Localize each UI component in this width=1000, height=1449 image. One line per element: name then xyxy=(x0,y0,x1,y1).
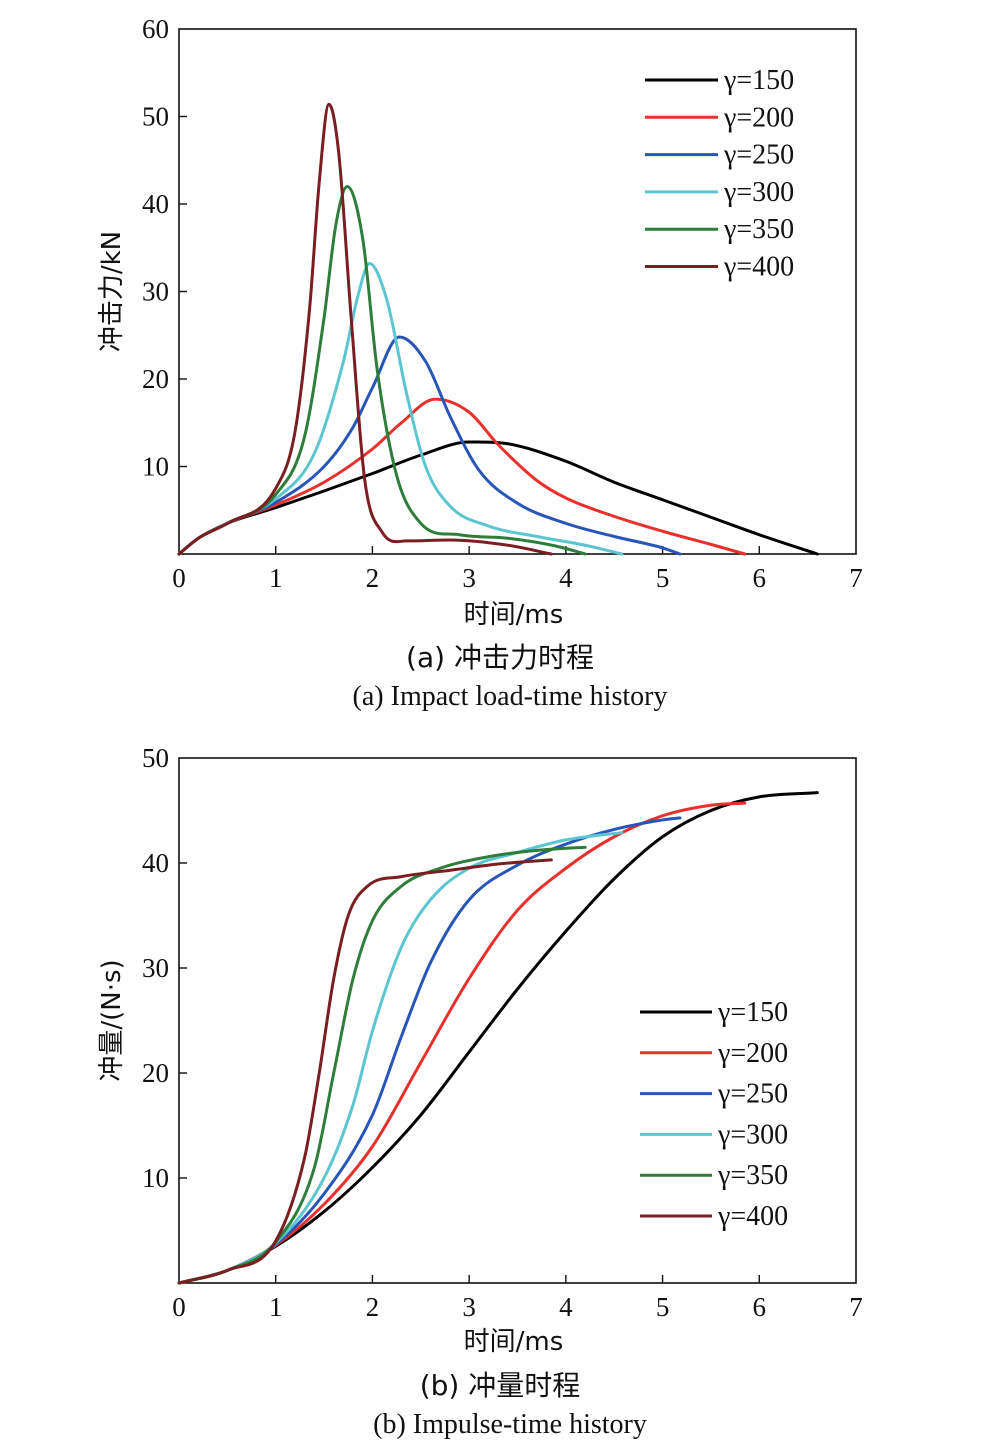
legend-label: γ=250 xyxy=(717,1079,788,1110)
y-tick-label: 40 xyxy=(142,189,169,219)
y-axis-label: 冲击力/kN xyxy=(97,231,127,352)
y-tick-label: 50 xyxy=(142,102,169,132)
x-tick-label: 4 xyxy=(559,1292,573,1322)
y-tick-label: 60 xyxy=(142,14,169,44)
y-tick-label: 30 xyxy=(142,953,169,983)
x-tick-label: 7 xyxy=(849,563,863,593)
x-tick-label: 2 xyxy=(366,1292,380,1322)
series-line-gamma-300 xyxy=(177,262,624,556)
x-tick-label: 7 xyxy=(849,1292,863,1322)
series-line-gamma-200 xyxy=(177,801,747,1285)
x-tick-label: 6 xyxy=(753,1292,767,1322)
series-line-gamma-400 xyxy=(177,858,553,1285)
legend-label: γ=200 xyxy=(717,1038,788,1069)
chart-panel-b: 0 1 2 3 4 5 6 71020304050γ=150γ=200γ=250γ=300γ=… xyxy=(97,743,863,1440)
legend-label: γ=150 xyxy=(723,65,794,96)
legend-label: γ=150 xyxy=(717,997,788,1028)
y-tick-label: 20 xyxy=(142,364,169,394)
series-line-gamma-250 xyxy=(177,335,682,556)
figure-caption-cn: (b) 冲量时程 xyxy=(420,1369,581,1402)
y-tick-label: 20 xyxy=(142,1058,169,1088)
series-line-gamma-400 xyxy=(177,102,553,556)
series-line-gamma-200 xyxy=(177,397,747,556)
x-tick-label: 0 xyxy=(172,1292,186,1322)
y-tick-label: 50 xyxy=(142,743,169,773)
y-tick-label: 40 xyxy=(142,848,169,878)
series-line-gamma-300 xyxy=(177,831,624,1285)
figure-caption-en: (a) Impact load-time history xyxy=(353,681,668,712)
figure-caption-cn: (a) 冲击力时程 xyxy=(406,641,594,674)
x-tick-label: 6 xyxy=(753,563,767,593)
series-line-gamma-150 xyxy=(177,791,819,1285)
legend: γ=150 γ=200 γ=250 γ=300 γ=350 γ=400 xyxy=(645,65,794,283)
x-tick-label: 3 xyxy=(462,1292,476,1322)
legend-label: γ=300 xyxy=(717,1119,788,1150)
legend-label: γ=400 xyxy=(717,1201,788,1232)
x-axis-label: 时间/ms xyxy=(464,1327,564,1357)
chart-panel-a: 0 1 2 3 4 5 6 7 10 20 30 40 50 60 γ=150 γ=200 γ=250 γ=300… xyxy=(97,14,863,712)
x-tick-label: 3 xyxy=(462,563,476,593)
y-tick-label: 10 xyxy=(142,452,169,482)
x-tick-label: 5 xyxy=(656,1292,670,1322)
y-tick-label: 10 xyxy=(142,1163,169,1193)
legend-label: γ=350 xyxy=(723,214,794,245)
series-line-gamma-350 xyxy=(177,185,587,556)
legend-label: γ=200 xyxy=(723,102,794,133)
x-tick-label: 2 xyxy=(366,563,380,593)
x-tick-label: 1 xyxy=(269,1292,283,1322)
x-tick-label: 1 xyxy=(269,563,283,593)
x-axis-label: 时间/ms xyxy=(464,600,564,630)
series-line-gamma-350 xyxy=(177,845,587,1285)
y-tick-label: 30 xyxy=(142,277,169,307)
x-tick-label: 4 xyxy=(559,563,573,593)
legend-label: γ=250 xyxy=(723,140,794,171)
x-tick-label: 0 xyxy=(172,563,186,593)
y-axis-label: 冲量/(N·s) xyxy=(97,959,127,1081)
legend-label: γ=350 xyxy=(717,1160,788,1191)
plot-frame xyxy=(178,757,857,1284)
legend-label: γ=400 xyxy=(723,252,794,283)
legend-label: γ=300 xyxy=(723,177,794,208)
figure-caption-en: (b) Impulse-time history xyxy=(373,1409,647,1440)
legend: γ=150 γ=200 γ=250 γ=300 γ=350 γ=400 xyxy=(640,997,788,1232)
x-tick-label: 5 xyxy=(656,563,670,593)
